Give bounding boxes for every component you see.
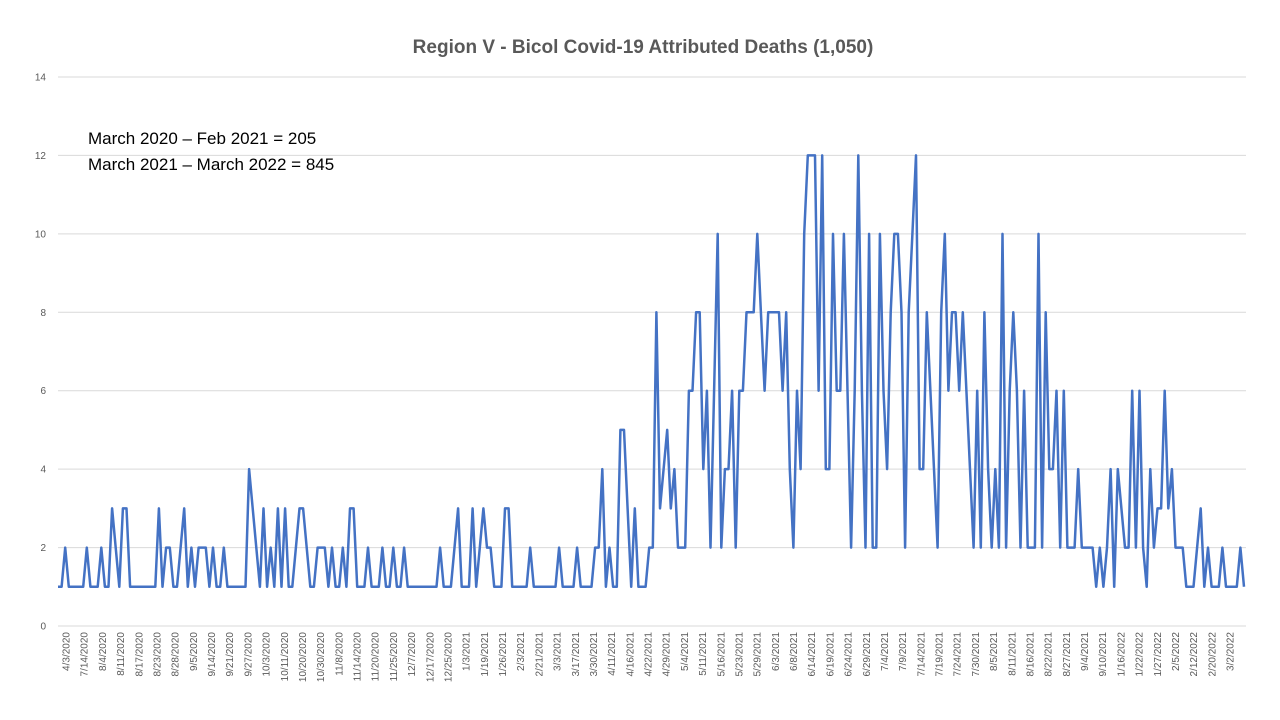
x-tick-label: 3/3/2021 (553, 632, 564, 671)
x-tick-label: 1/3/2021 (462, 632, 473, 671)
x-tick-label: 1/27/2022 (1153, 632, 1164, 677)
y-tick-label: 0 (40, 622, 46, 633)
series-line (58, 154, 1246, 589)
x-tick-label: 1/22/2022 (1135, 632, 1146, 677)
annotation-period-2: March 2021 – March 2022 = 845 (88, 155, 334, 174)
x-tick-label: 9/21/2020 (225, 632, 236, 677)
x-tick-label: 11/8/2020 (334, 632, 345, 676)
x-tick-label: 2/5/2022 (1171, 632, 1182, 671)
x-tick-label: 7/14/2021 (916, 632, 927, 677)
x-tick-label: 5/4/2021 (680, 632, 691, 671)
x-tick-label: 11/20/2020 (371, 632, 382, 682)
x-tick-label: 7/14/2020 (80, 632, 91, 677)
x-tick-label: 1/19/2021 (480, 632, 491, 677)
y-axis-ticks: 0 2 4 6 8 10 12 14 (35, 73, 47, 633)
x-tick-label: 5/23/2021 (734, 632, 745, 677)
x-tick-label: 2/3/2021 (516, 632, 527, 671)
x-tick-label: 6/24/2021 (844, 632, 855, 677)
y-tick-label: 2 (40, 543, 46, 554)
x-tick-label: 4/29/2021 (662, 632, 673, 677)
x-tick-label: 7/4/2021 (880, 632, 891, 671)
x-axis-ticks: 4/3/2020 7/14/2020 8/4/2020 8/11/2020 8/17/2… (62, 632, 1237, 682)
x-tick-label: 8/27/2021 (1062, 632, 1073, 677)
x-tick-label: 5/16/2021 (716, 632, 727, 677)
x-tick-label: 4/22/2021 (644, 632, 655, 677)
y-tick-label: 10 (35, 229, 47, 240)
x-tick-label: 9/27/2020 (243, 632, 254, 677)
x-tick-label: 11/14/2020 (353, 632, 364, 682)
x-tick-label: 8/11/2020 (116, 632, 127, 676)
x-tick-label: 12/7/2020 (407, 632, 418, 677)
x-tick-label: 9/5/2020 (189, 632, 200, 671)
y-tick-label: 6 (40, 386, 46, 397)
x-tick-label: 9/10/2021 (1098, 632, 1109, 677)
x-tick-label: 8/4/2020 (98, 632, 109, 671)
x-tick-label: 8/17/2020 (134, 632, 145, 677)
x-tick-label: 4/3/2020 (62, 632, 73, 671)
x-tick-label: 10/3/2020 (262, 632, 273, 677)
x-tick-label: 7/24/2021 (953, 632, 964, 677)
x-tick-label: 1/16/2022 (1116, 632, 1127, 677)
x-tick-label: 10/30/2020 (316, 632, 327, 682)
x-tick-label: 7/30/2021 (971, 632, 982, 677)
x-tick-label: 7/9/2021 (898, 632, 909, 671)
annotation-period-1: March 2020 – Feb 2021 = 205 (88, 129, 316, 148)
x-tick-label: 8/23/2020 (152, 632, 163, 677)
x-tick-label: 5/11/2021 (698, 632, 709, 676)
x-tick-label: 6/14/2021 (807, 632, 818, 677)
x-tick-label: 8/22/2021 (1044, 632, 1055, 677)
y-tick-label: 8 (40, 308, 46, 319)
x-tick-label: 12/17/2020 (425, 632, 436, 682)
y-tick-label: 4 (40, 465, 46, 476)
x-tick-label: 4/16/2021 (625, 632, 636, 677)
x-tick-label: 8/28/2020 (171, 632, 182, 677)
x-tick-label: 6/3/2021 (771, 632, 782, 671)
x-tick-label: 3/17/2021 (571, 632, 582, 677)
y-tick-label: 12 (35, 151, 47, 162)
x-tick-label: 6/29/2021 (862, 632, 873, 677)
x-tick-label: 6/8/2021 (789, 632, 800, 671)
y-tick-label: 14 (35, 73, 47, 84)
x-tick-label: 2/20/2022 (1207, 632, 1218, 677)
x-tick-label: 6/19/2021 (825, 632, 836, 677)
x-tick-label: 9/4/2021 (1080, 632, 1091, 671)
x-tick-label: 11/25/2020 (389, 632, 400, 682)
x-tick-label: 3/2/2022 (1226, 632, 1237, 671)
x-tick-label: 3/30/2021 (589, 632, 600, 677)
x-tick-label: 2/12/2022 (1189, 632, 1200, 677)
x-tick-label: 4/11/2021 (607, 632, 618, 676)
x-tick-label: 10/20/2020 (298, 632, 309, 682)
x-tick-label: 2/21/2021 (534, 632, 545, 677)
x-tick-label: 5/29/2021 (753, 632, 764, 677)
x-tick-label: 12/25/2020 (443, 632, 454, 682)
x-tick-label: 8/16/2021 (1025, 632, 1036, 677)
x-tick-label: 7/19/2021 (935, 632, 946, 677)
x-tick-label: 8/11/2021 (1007, 632, 1018, 676)
chart-title: Region V - Bicol Covid-19 Attributed Dea… (413, 37, 874, 58)
x-tick-label: 10/11/2020 (280, 632, 291, 682)
x-tick-label: 9/14/2020 (207, 632, 218, 677)
x-tick-label: 1/26/2021 (498, 632, 509, 677)
x-tick-label: 8/5/2021 (989, 632, 1000, 671)
